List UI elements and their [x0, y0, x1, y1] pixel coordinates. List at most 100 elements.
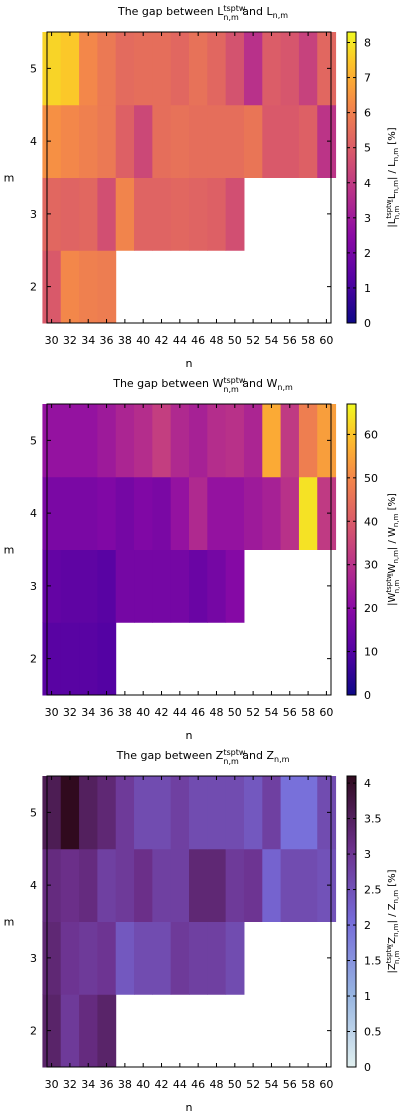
x-tick-label: 58: [301, 1078, 315, 1091]
heatmap-cell: [60, 177, 80, 251]
colorbar-label-part: tsptw: [385, 944, 393, 964]
x-tick-label: 46: [191, 334, 205, 347]
heatmap-cell: [79, 177, 98, 251]
y-tick-label: 5: [30, 806, 37, 819]
title-sup: tsptw: [223, 376, 246, 385]
title-main: The gap between Z: [116, 749, 224, 762]
colorbar-label-part: |W: [387, 593, 398, 606]
heatmap-cells: [42, 776, 337, 1068]
heatmap-cell: [97, 848, 117, 922]
heatmap-cell: [189, 921, 208, 995]
title-sub: n,m: [223, 757, 239, 766]
x-axis-label: n: [186, 729, 193, 742]
colorbar-tick-label: 1: [364, 990, 371, 1003]
x-axis-label: n: [186, 1101, 193, 1114]
heatmap-cell: [207, 104, 227, 178]
heatmap-cell: [97, 549, 117, 623]
heatmap-cell: [42, 404, 62, 478]
heatmap-cell: [298, 476, 318, 550]
y-axis-label: m: [4, 916, 15, 929]
heatmap-cell: [134, 476, 153, 550]
y-tick-label: 4: [30, 507, 37, 520]
heatmap-cell: [152, 404, 172, 478]
heatmap-cell: [189, 848, 208, 922]
colorbar-label-part: | / L: [387, 161, 398, 180]
heatmap-cell: [207, 921, 227, 995]
heatmap-cell: [189, 104, 208, 178]
x-tick-label: 34: [81, 334, 95, 347]
heatmap-Z: The gap between Ztsptw n,m and Zn,m30 32 34…: [4, 748, 401, 1114]
x-tick-label: 60: [319, 706, 333, 719]
heatmap-cell: [60, 404, 80, 478]
heatmap-cells: [42, 32, 337, 324]
heatmap-cell: [60, 921, 80, 995]
heatmap-cell: [225, 404, 245, 478]
colorbar-tick-label: 0.5: [364, 1026, 382, 1039]
heatmap-cell: [189, 32, 208, 106]
colorbar-tick-label: 2: [364, 919, 371, 932]
heatmap-cell: [134, 848, 153, 922]
heatmap-cell: [134, 32, 153, 106]
x-tick-label: 44: [173, 706, 187, 719]
colorbar-tick-label: 4: [364, 177, 371, 190]
heatmap-panel-L: The gap between Ltsptw n,m and Ln,m 30 32 34…: [0, 0, 406, 372]
x-tick-label: 54: [264, 1078, 278, 1091]
title-sub: n,m: [223, 385, 239, 394]
plot-frame: [46, 403, 332, 696]
colorbar-tick-label: 30: [364, 559, 378, 572]
heatmap-cell: [243, 104, 263, 178]
heatmap-cell: [97, 404, 117, 478]
colorbar-label-part: n,m: [392, 923, 400, 937]
heatmap-cell: [262, 404, 282, 478]
heatmap-cell: [97, 622, 117, 696]
heatmap-cell: [280, 476, 300, 550]
colorbar-tick-label: 8: [364, 37, 371, 50]
colorbar-label-part: | / W: [387, 527, 398, 550]
colorbar-tick-label: 6: [364, 107, 371, 120]
heatmap-cell: [262, 776, 282, 850]
title-main: The gap between L: [117, 5, 224, 18]
heatmap-cell: [170, 104, 190, 178]
x-tick-label: 42: [155, 334, 169, 347]
heatmap-L: The gap between Ltsptw n,m and Ln,m30 32 34…: [4, 4, 401, 370]
colorbar-label-part: | / Z: [387, 903, 398, 923]
y-tick-label: 2: [30, 281, 37, 294]
y-tick-label: 2: [30, 1025, 37, 1038]
title-sub2: n,m: [273, 11, 289, 20]
heatmap-cell: [115, 177, 135, 251]
heatmap-cell: [243, 404, 263, 478]
heatmap-cell: [134, 549, 153, 623]
colorbar-label-part: -L: [387, 193, 398, 206]
heatmap-cell: [60, 622, 80, 696]
colorbar-label-part: n,m: [392, 148, 400, 162]
x-tick-label: 52: [246, 1078, 260, 1091]
heatmap-cell: [189, 549, 208, 623]
heatmap-cell: [317, 32, 337, 106]
colorbar-tick-label: 3: [364, 212, 371, 225]
heatmap-cell: [152, 549, 172, 623]
colorbar-tick-label: 2: [364, 247, 371, 260]
colorbar-label-part: -Z: [387, 937, 398, 951]
title-mid: and W: [239, 377, 278, 390]
heatmap-cell: [317, 776, 337, 850]
heatmap-cell: [79, 994, 98, 1068]
colorbar-label-part: -W: [387, 563, 398, 579]
heatmap-cell: [115, 549, 135, 623]
heatmap-cell: [60, 104, 80, 178]
x-tick-label: 48: [209, 334, 223, 347]
heatmap-cell: [79, 921, 98, 995]
y-axis-label: m: [4, 172, 15, 185]
heatmap-cell: [298, 404, 318, 478]
heatmap-cell: [189, 776, 208, 850]
x-tick-label: 46: [191, 1078, 205, 1091]
heatmap-cell: [207, 848, 227, 922]
title-sup: tsptw: [223, 4, 246, 13]
y-tick-label: 5: [30, 434, 37, 447]
x-tick-label: 42: [155, 1078, 169, 1091]
x-tick-label: 42: [155, 706, 169, 719]
heatmap-cell: [280, 404, 300, 478]
heatmap-cell: [280, 776, 300, 850]
colorbar-tick-label: 40: [364, 515, 378, 528]
colorbar-label: |Ltsptwn,m -Ln,m| / Ln,m [%]: [385, 127, 401, 227]
colorbar: [346, 31, 357, 324]
